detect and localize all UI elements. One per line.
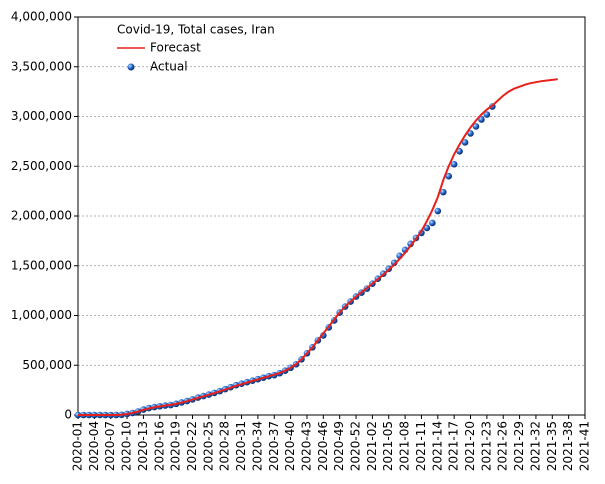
actual-point [456,148,463,155]
x-tick-label: 2021-29 [512,421,526,471]
legend-swatch [127,63,135,71]
x-tick-label: 2020-31 [234,421,248,471]
forecast-line [78,78,558,416]
legend-label: Forecast [150,41,201,55]
y-tick-label: 2,000,000 [11,209,72,223]
actual-point [434,207,442,215]
y-tick-label: 500,000 [22,358,72,372]
actual-point [450,160,458,168]
x-tick-label: 2021-20 [463,421,477,471]
actual-point [478,116,485,123]
x-tick-label: 2021-05 [381,421,395,471]
y-tick-label: 0 [64,408,72,422]
actual-point [467,130,474,137]
x-tick-label: 2020-49 [332,421,346,471]
plot-frame [77,16,586,416]
x-tick-label: 2020-16 [152,421,166,471]
x-tick-label: 2021-08 [398,421,412,471]
x-tick-label: 2020-46 [316,421,330,471]
x-tick-label: 2020-13 [136,421,150,471]
y-tick-label: 4,000,000 [11,10,72,24]
actual-point [439,188,447,196]
actual-point [472,123,480,130]
x-tick-label: 2020-01 [71,421,85,471]
x-tick-label: 2021-14 [430,421,444,471]
x-tick-label: 2020-10 [120,421,134,471]
actual-point [461,139,469,146]
x-tick-label: 2021-32 [528,421,542,471]
x-tick-label: 2020-19 [169,421,183,471]
x-tick-label: 2021-26 [496,421,510,471]
x-tick-label: 2021-17 [447,421,461,471]
x-tick-label: 2020-40 [283,421,297,471]
legend-title: Covid-19, Total cases, Iran [117,23,275,37]
actual-point [445,172,453,180]
y-tick-label: 3,500,000 [11,59,72,73]
x-tick-label: 2020-34 [250,421,264,471]
x-tick-label: 2020-43 [299,421,313,471]
x-tick-label: 2020-37 [267,421,281,471]
x-tick-label: 2020-07 [103,421,117,471]
y-tick-label: 3,000,000 [11,109,72,123]
x-tick-label: 2021-02 [365,421,379,471]
x-tick-label: 2021-41 [578,421,592,471]
actual-point [483,111,491,118]
actual-point [423,224,431,232]
actual-point [429,219,436,227]
x-tick-label: 2020-04 [87,421,101,471]
x-tick-label: 2021-35 [545,421,559,471]
x-tick-label: 2020-52 [349,421,363,471]
y-tick-label: 2,500,000 [11,159,72,173]
x-tick-label: 2020-28 [218,421,232,471]
x-tick-label: 2021-11 [414,421,428,471]
y-tick-label: 1,000,000 [11,308,72,322]
x-tick-label: 2021-23 [479,421,493,471]
x-tick-label: 2020-25 [201,421,215,471]
x-tick-label: 2021-38 [561,421,575,471]
x-tick-label: 2020-22 [185,421,199,471]
y-tick-label: 1,500,000 [11,258,72,272]
legend-label: Actual [150,60,188,74]
